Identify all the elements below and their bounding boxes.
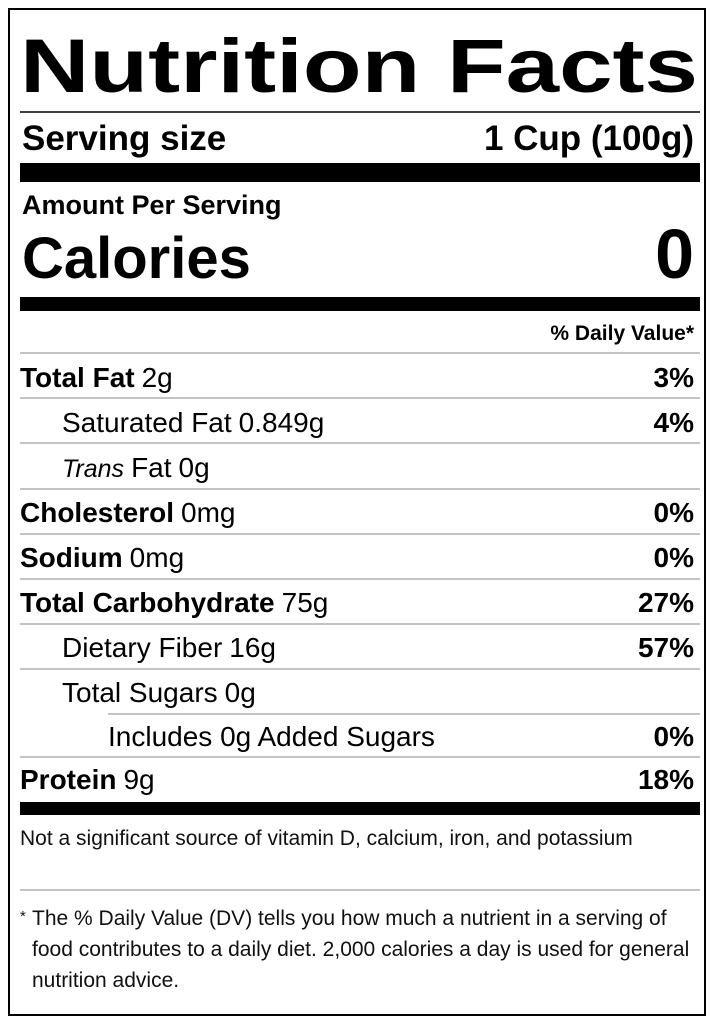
nutrient-name: Saturated Fat xyxy=(62,407,232,438)
calories-value: 0 xyxy=(655,215,694,293)
nutrient-amount: 0g xyxy=(225,677,256,708)
footnote-text: The % Daily Value (DV) tells you how muc… xyxy=(32,907,690,992)
daily-value: 3% xyxy=(654,362,695,393)
nutrient-amount: 0g xyxy=(179,452,210,483)
border xyxy=(8,8,706,1016)
nutrient-amount: 2g xyxy=(142,362,173,393)
daily-value: 0% xyxy=(654,497,695,528)
nutrient-amount: 0.849g xyxy=(239,407,325,438)
daily-value: 57% xyxy=(638,632,694,663)
title: Nutrition Facts xyxy=(20,24,698,109)
daily-value: 4% xyxy=(654,407,695,438)
daily-value: 0% xyxy=(654,721,695,752)
nutrient-name: Sodium xyxy=(20,542,123,573)
serving-value: 1 Cup (100g) xyxy=(484,119,694,158)
note: Not a significant source of vitamin D, c… xyxy=(20,827,633,850)
nutrient-amount: 0mg xyxy=(181,497,235,528)
thick-bar xyxy=(20,163,700,182)
footnote-mark: * xyxy=(20,908,26,925)
nutrient-row: Total Fat 2g xyxy=(20,362,173,393)
nutrient-name: Fat xyxy=(131,452,172,483)
serving-label: Serving size xyxy=(22,119,226,158)
nutrient-name: Total Fat xyxy=(20,362,135,393)
daily-value: 0% xyxy=(654,542,695,573)
daily-value: 18% xyxy=(638,764,694,795)
nutrient-name: Dietary Fiber xyxy=(62,632,222,663)
nutrient-name: Total Sugars xyxy=(62,677,218,708)
nutrient-amount: 16g xyxy=(229,632,276,663)
nutrient-name: Cholesterol xyxy=(20,497,174,528)
nutrient-amount: 9g xyxy=(123,764,154,795)
nutrient-row: Total Carbohydrate 75g xyxy=(20,587,328,618)
nutrient-row: Sodium 0mg xyxy=(20,542,184,573)
row-dividers xyxy=(20,352,700,758)
nutrient-row: Cholesterol 0mg xyxy=(20,497,236,528)
nutrient-row: Dietary Fiber 16g xyxy=(62,632,276,663)
thick-bar xyxy=(20,802,700,815)
nutrient-prefix: Trans xyxy=(62,455,124,483)
nutrient-name: Total Carbohydrate xyxy=(20,587,275,618)
nutrient-row: Total Sugars 0g xyxy=(62,677,256,708)
nutrient-row: Saturated Fat 0.849g xyxy=(62,407,324,438)
amount-per-serving: Amount Per Serving xyxy=(22,190,282,220)
footnote: * The % Daily Value (DV) tells you how mu… xyxy=(20,903,696,996)
nutrient-amount: 0mg xyxy=(130,542,184,573)
thick-bar xyxy=(20,297,700,311)
nutrient-name: Protein xyxy=(20,764,116,795)
nutrient-name: Includes 0g Added Sugars xyxy=(108,721,435,752)
nutrient-row: Trans Fat 0g xyxy=(62,452,210,483)
nutrient-amount: 75g xyxy=(282,587,329,618)
dv-header: % Daily Value* xyxy=(550,322,694,345)
calories-label: Calories xyxy=(22,226,251,291)
daily-value: 27% xyxy=(638,587,694,618)
nutrient-row: Protein 9g xyxy=(20,764,155,795)
